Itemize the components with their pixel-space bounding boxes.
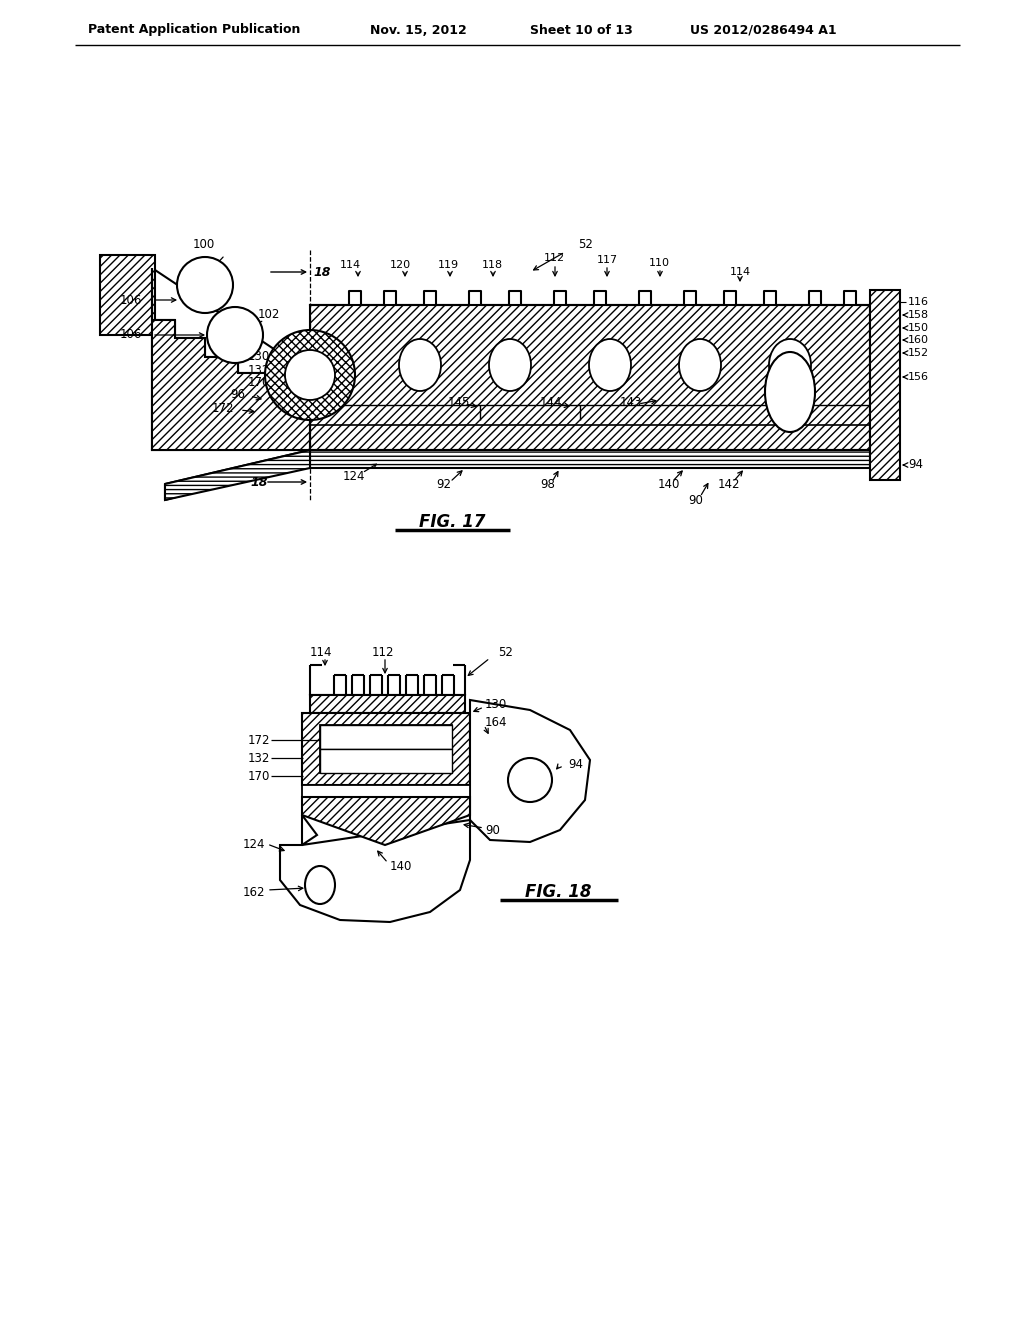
Text: 114: 114 [340,260,361,271]
Polygon shape [470,700,590,842]
Text: 106: 106 [120,329,142,342]
Text: 119: 119 [438,260,459,271]
Ellipse shape [305,866,335,904]
Polygon shape [165,450,310,500]
Polygon shape [280,814,470,921]
Text: 90: 90 [485,824,500,837]
Text: 116: 116 [908,297,929,308]
Bar [100,255,155,335]
Text: 90: 90 [688,494,702,507]
Bar [319,748,452,774]
Bar [100,255,155,335]
Bar [302,785,470,797]
Text: 96: 96 [230,388,245,400]
Text: 158: 158 [908,310,929,319]
Text: 112: 112 [372,645,394,659]
Text: 170: 170 [248,770,270,783]
Text: 142: 142 [718,479,740,491]
Text: 170: 170 [248,376,270,389]
Text: 110: 110 [649,257,670,268]
Circle shape [285,350,335,400]
Ellipse shape [769,339,811,391]
Text: 152: 152 [908,348,929,358]
Bar [319,748,452,774]
Text: 162: 162 [243,886,265,899]
Text: 100: 100 [193,239,215,252]
Text: 124: 124 [343,470,366,483]
Bar [319,725,452,748]
Text: 94: 94 [908,458,923,471]
Text: 156: 156 [908,372,929,381]
Text: 132: 132 [248,363,270,376]
Text: 120: 120 [390,260,411,271]
Text: 140: 140 [658,479,680,491]
Circle shape [207,308,263,363]
Polygon shape [870,290,900,480]
Bar [310,305,870,450]
Text: 172: 172 [212,401,234,414]
Text: 18: 18 [251,475,268,488]
Text: US 2012/0286494 A1: US 2012/0286494 A1 [690,24,837,37]
Bar [302,713,470,785]
Ellipse shape [765,352,815,432]
Text: 130: 130 [485,698,507,711]
Text: 92: 92 [436,479,451,491]
Text: Sheet 10 of 13: Sheet 10 of 13 [530,24,633,37]
Bar [302,713,470,785]
Ellipse shape [399,339,441,391]
Text: 102: 102 [258,309,281,322]
Circle shape [265,330,355,420]
Text: 160: 160 [908,335,929,345]
Text: 150: 150 [908,323,929,333]
Text: 98: 98 [540,479,555,491]
Text: 117: 117 [597,255,618,265]
Text: Nov. 15, 2012: Nov. 15, 2012 [370,24,467,37]
Text: 140: 140 [390,861,413,874]
Polygon shape [152,268,310,450]
Text: 118: 118 [482,260,503,271]
Bar [310,696,465,713]
Text: FIG. 17: FIG. 17 [419,513,485,531]
Text: 52: 52 [578,239,593,252]
Ellipse shape [679,339,721,391]
Text: 172: 172 [248,734,270,747]
Text: 124: 124 [243,838,265,851]
Text: 130: 130 [248,351,270,363]
Polygon shape [310,450,870,469]
Text: 112: 112 [544,253,565,263]
Polygon shape [302,797,470,845]
Circle shape [508,758,552,803]
Text: 143: 143 [620,396,642,408]
Text: 18: 18 [313,265,331,279]
Text: 145: 145 [449,396,470,408]
Bar [319,725,452,748]
Text: 144: 144 [540,396,562,408]
Ellipse shape [589,339,631,391]
Bar [319,725,452,774]
Text: Patent Application Publication: Patent Application Publication [88,24,300,37]
Text: 94: 94 [568,759,583,771]
Text: 164: 164 [485,717,508,730]
Text: 114: 114 [730,267,752,277]
Text: 114: 114 [310,645,333,659]
Text: 52: 52 [498,645,513,659]
Text: 106: 106 [120,293,142,306]
Text: 132: 132 [248,751,270,764]
Bar [319,725,452,774]
Text: FIG. 18: FIG. 18 [524,883,591,902]
Bar [310,305,870,450]
Circle shape [177,257,233,313]
Ellipse shape [489,339,531,391]
